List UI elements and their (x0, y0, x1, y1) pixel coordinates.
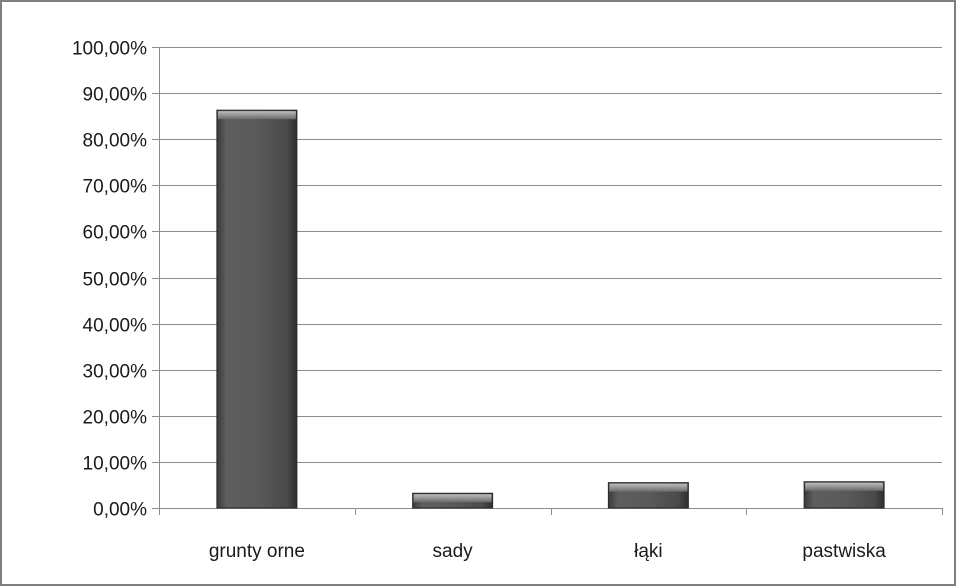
y-tick-label: 30,00% (83, 362, 148, 383)
x-axis-category-labels: grunty orne sady łąki pastwiska (209, 541, 886, 562)
y-tick-label: 10,00% (83, 454, 148, 475)
bar-4 (803, 481, 885, 509)
bar-highlight (805, 482, 884, 491)
y-axis-tick-labels: 0,00% 10,00% 20,00% 30,00% 40,00% 50,00% 60,00… (72, 39, 147, 521)
y-tick-label: 60,00% (83, 223, 148, 244)
y-tick-label: 100,00% (72, 39, 147, 60)
y-tick-label: 90,00% (83, 85, 148, 106)
bar-highlight (609, 483, 688, 492)
y-tick-label: 40,00% (83, 316, 148, 337)
y-tick-label: 20,00% (83, 408, 148, 429)
bar-1 (216, 109, 298, 509)
x-category-label: grunty orne (209, 541, 305, 562)
bar-3 (607, 482, 689, 509)
axes (152, 47, 943, 515)
y-tick-label: 70,00% (83, 177, 148, 198)
bar-body (216, 109, 298, 509)
bar-highlight (217, 111, 296, 120)
y-tick-label: 50,00% (83, 270, 148, 291)
x-category-label: pastwiska (802, 541, 886, 562)
y-tick-label: 80,00% (83, 131, 148, 152)
bars (216, 109, 885, 509)
x-category-label: sady (433, 541, 474, 562)
bar-2 (412, 492, 494, 509)
bar-highlight (413, 494, 492, 503)
x-category-label: łąki (634, 541, 663, 562)
y-tick-label: 0,00% (93, 500, 147, 521)
